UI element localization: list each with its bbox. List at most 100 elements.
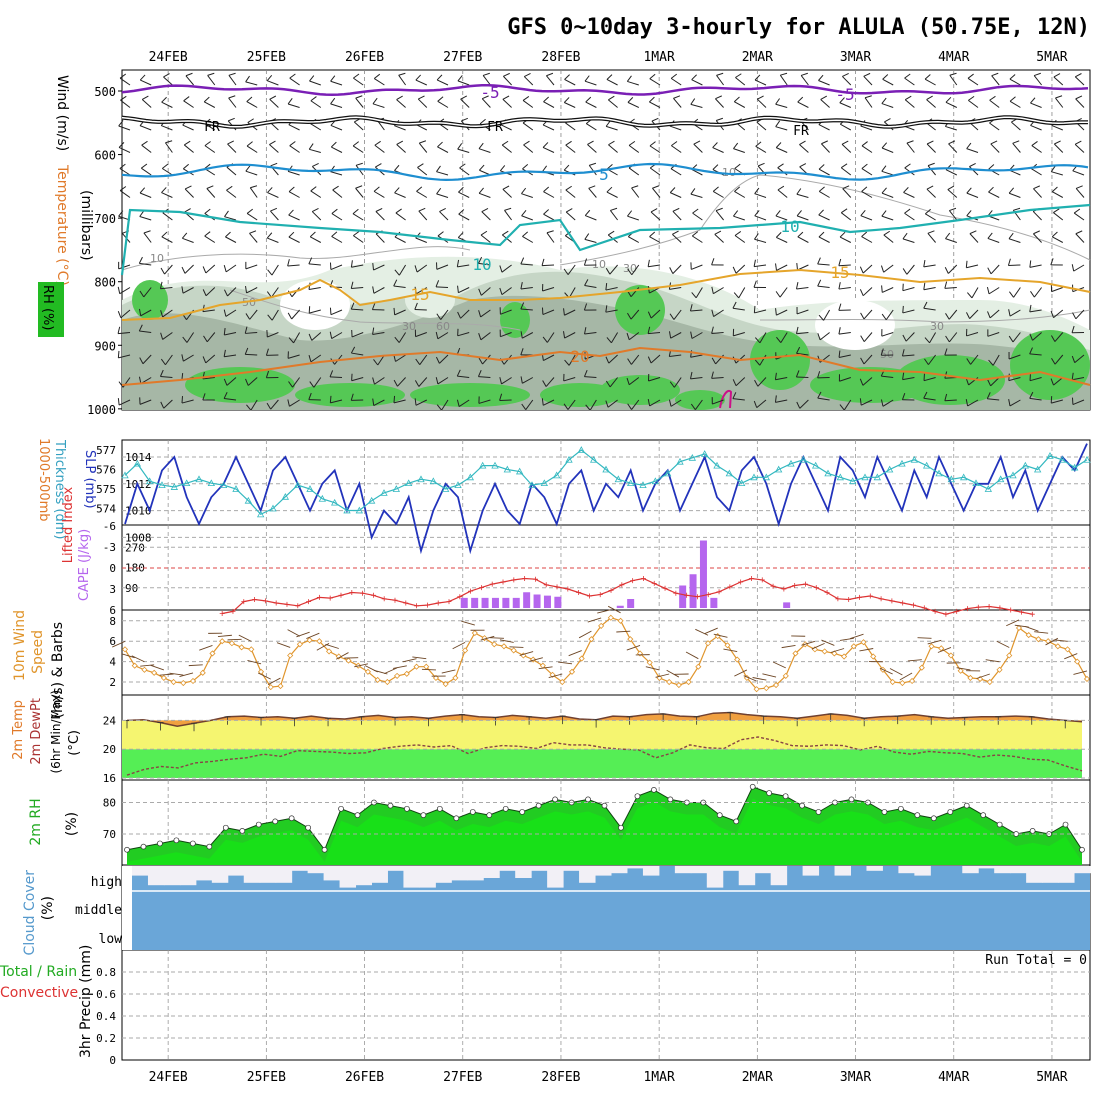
thickness-point <box>182 479 191 487</box>
wind-barb-feather <box>138 308 142 316</box>
wind-barb-feather <box>966 142 972 149</box>
wind-barb-feather <box>757 162 765 167</box>
surface-wind-barb <box>121 653 135 659</box>
wind-barb-feather <box>605 283 608 291</box>
wind-barb <box>460 309 470 319</box>
wind-barb <box>904 212 915 221</box>
wind-barb-feather <box>165 140 173 144</box>
cloud-high-gap <box>1010 866 1027 874</box>
thickness-point <box>713 461 721 469</box>
date-label-bottom: 3MAR <box>840 1070 871 1085</box>
rh-contour-label: 10 <box>722 166 736 179</box>
wind-barb <box>309 309 321 314</box>
wind-barb <box>609 377 618 388</box>
wind-barb-feather <box>842 185 850 190</box>
surface-wind-barb <box>937 647 952 653</box>
wind-barb <box>777 167 788 176</box>
wind-barb <box>225 264 237 273</box>
wind-barb <box>458 213 470 221</box>
wind-barb <box>670 192 682 198</box>
wind-barb <box>1008 377 1021 382</box>
temp-contour-label: FR <box>487 120 503 135</box>
wind-barb <box>881 147 894 153</box>
lifted-index-point <box>770 583 776 589</box>
wind-barb <box>567 264 576 275</box>
cloud-high-gap <box>1042 866 1059 883</box>
wind-barb <box>396 99 406 108</box>
wind-barb-feather <box>715 95 722 100</box>
wind-barb-feather <box>202 289 207 296</box>
wind-barb-feather <box>711 357 717 365</box>
rh2-point <box>288 815 295 822</box>
surface-wind-barb <box>402 658 417 663</box>
wind-barb <box>418 210 428 221</box>
wind-barb <box>437 332 449 340</box>
wind-barb <box>779 287 788 298</box>
wind-barb-feather <box>733 210 739 217</box>
rh2-tick-label: 70 <box>103 828 116 841</box>
wind-barb-feather <box>796 346 801 354</box>
wind-barb <box>501 144 512 153</box>
lifted-index-point <box>630 578 636 584</box>
rh2-point <box>947 809 954 815</box>
lifted-index-point <box>468 588 474 594</box>
cape-bar <box>616 605 624 608</box>
wind-barb-feather <box>902 305 904 313</box>
wind-barb-feather <box>223 378 228 386</box>
rh2-point <box>733 818 740 825</box>
wind-barb <box>500 124 512 131</box>
rh2-point <box>881 809 888 815</box>
wind-barb-feather <box>563 403 569 410</box>
wind-barb-feather <box>162 163 169 169</box>
lifted-index-point <box>241 599 247 605</box>
wind-barb <box>754 309 767 314</box>
wind-barb-feather <box>223 327 226 336</box>
wind-barb <box>649 236 661 243</box>
wind-barb-feather <box>565 185 572 191</box>
lifted-index-point <box>705 592 711 598</box>
temp-contour-label: 15 <box>830 263 849 282</box>
surface-wind-barb <box>743 675 757 682</box>
lifted-index-point <box>457 594 463 600</box>
temp-contour-label: 5 <box>599 165 609 184</box>
wind-barb-feather <box>139 187 146 194</box>
wind-barb-feather <box>841 140 849 145</box>
wind-barb <box>246 287 258 294</box>
wind-barb <box>457 80 470 86</box>
surface-wind-barb <box>704 627 718 634</box>
rh2-point <box>338 805 344 812</box>
rh2-point <box>782 793 789 800</box>
wind-barb <box>711 377 724 379</box>
wind-barb <box>246 213 258 221</box>
wind-barb <box>501 377 512 385</box>
rh2-point <box>634 793 641 800</box>
wind-barb <box>118 147 131 153</box>
lifted-index-point <box>349 590 355 595</box>
wind-barb-feather <box>1008 232 1014 240</box>
lifted-index-point <box>219 611 225 616</box>
surface-wind-barb <box>287 629 301 637</box>
wind-speed-point <box>967 674 974 681</box>
rh2-point <box>651 787 657 793</box>
wind-barb-feather <box>520 331 523 339</box>
wind-barb <box>650 354 661 364</box>
wind-barb-feather <box>626 75 632 82</box>
wind-barb <box>733 215 745 221</box>
wind-barb-feather <box>350 302 355 310</box>
wind-barb-feather <box>1055 95 1063 99</box>
surface-wind-barb <box>645 666 660 671</box>
wind-speed-point <box>394 672 401 679</box>
thickness-point <box>614 475 623 483</box>
wind-barb-feather <box>945 232 951 239</box>
wind-barb-feather <box>734 231 742 236</box>
wind-barb-feather <box>504 207 512 211</box>
wind-barb <box>735 377 746 387</box>
cloud-high-gap <box>770 866 788 886</box>
cloud-high-gap <box>179 866 197 886</box>
wind-barb-feather <box>1008 309 1011 317</box>
wind-barb-feather <box>838 350 841 358</box>
wind-barb-feather <box>478 357 483 365</box>
wind-barb-feather <box>881 285 883 293</box>
wind-barb-feather <box>308 143 314 150</box>
lifted-index-point <box>835 596 841 602</box>
